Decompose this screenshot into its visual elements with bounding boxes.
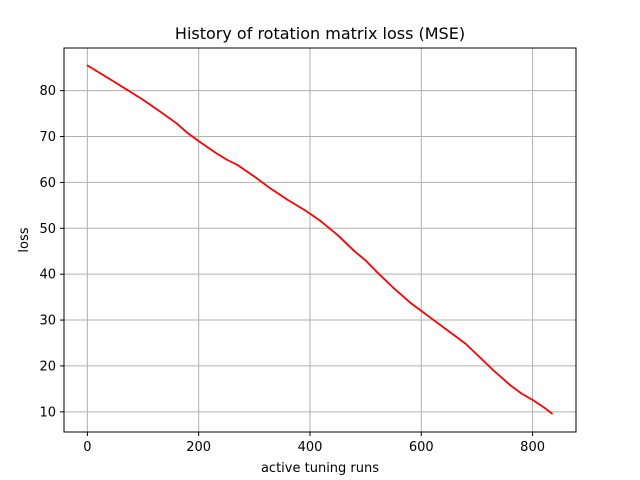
data-point: [409, 301, 411, 304]
x-tick-label: 400: [298, 440, 323, 455]
x-axis-title: active tuning runs: [261, 461, 379, 476]
data-point: [437, 322, 439, 325]
data-point: [420, 310, 423, 312]
series-line: [86, 64, 553, 415]
data-point: [520, 392, 523, 395]
data-point: [125, 88, 128, 91]
data-point: [286, 199, 289, 201]
y-tick-label: 20: [39, 359, 56, 374]
data-point: [509, 384, 512, 387]
data-point: [337, 234, 339, 236]
y-tick-label: 60: [39, 176, 56, 191]
x-tick-label: 200: [186, 440, 211, 455]
data-point: [309, 212, 311, 215]
data-point: [225, 158, 228, 161]
grid: [64, 48, 576, 432]
data-point: [158, 110, 161, 113]
data-point: [86, 64, 89, 67]
data-point: [197, 140, 200, 142]
y-axis-title: loss: [17, 227, 32, 252]
y-tick-label: 40: [39, 268, 56, 283]
y-tick-label: 50: [39, 222, 56, 237]
data-point: [476, 353, 478, 356]
data-point: [214, 151, 217, 154]
data-point: [114, 81, 116, 84]
data-point: [142, 99, 144, 101]
y-tick-label: 70: [39, 130, 56, 145]
y-tick-label: 10: [39, 405, 56, 420]
data-point: [465, 343, 467, 345]
data-point: [303, 209, 306, 211]
data-point: [270, 188, 272, 190]
data-point: [236, 164, 239, 166]
data-point: [186, 132, 189, 134]
y-tick-label: 30: [39, 314, 56, 329]
y-tick-label: 80: [39, 84, 56, 99]
series-layer: [86, 64, 553, 415]
data-point: [253, 175, 256, 178]
x-tick-label: 800: [520, 440, 545, 455]
plot-frame: [63, 47, 577, 433]
data-point: [492, 369, 495, 372]
chart-title: History of rotation matrix loss (MSE): [175, 24, 465, 43]
data-point: [448, 330, 450, 333]
x-tick-label: 600: [409, 440, 434, 455]
data-point: [320, 220, 322, 223]
data-point: [392, 287, 395, 289]
data-point: [175, 122, 178, 125]
ticks: 0 200 400 600 800 10 20 30 40 50 60 70 80: [39, 84, 545, 455]
data-point: [375, 271, 378, 273]
x-tick-label: 0: [83, 440, 91, 455]
data-point: [364, 259, 367, 262]
data-point: [551, 412, 553, 415]
data-point: [542, 406, 545, 409]
data-point: [531, 399, 534, 401]
data-point: [353, 250, 356, 253]
